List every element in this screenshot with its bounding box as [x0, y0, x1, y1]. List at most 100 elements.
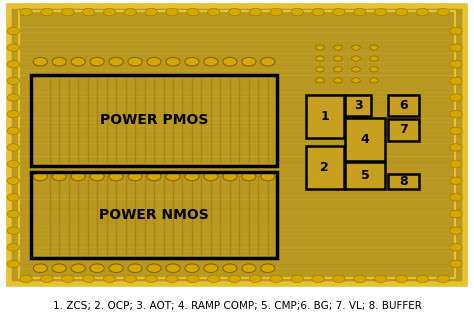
Circle shape	[204, 57, 218, 66]
Circle shape	[374, 275, 387, 283]
Bar	[31, 75, 277, 166]
Circle shape	[312, 8, 324, 16]
Text: 2: 2	[320, 161, 329, 174]
Circle shape	[7, 61, 19, 68]
Circle shape	[316, 45, 324, 50]
Circle shape	[147, 172, 161, 181]
Circle shape	[416, 8, 428, 16]
Circle shape	[166, 264, 180, 273]
Circle shape	[7, 244, 19, 251]
Circle shape	[109, 264, 123, 273]
Circle shape	[352, 78, 360, 83]
Circle shape	[52, 264, 66, 273]
Circle shape	[223, 57, 237, 66]
Circle shape	[316, 78, 324, 83]
Text: 4: 4	[361, 133, 370, 146]
Circle shape	[437, 8, 449, 16]
Circle shape	[333, 8, 345, 16]
Circle shape	[333, 275, 345, 283]
Circle shape	[228, 275, 241, 283]
Circle shape	[33, 172, 47, 181]
Circle shape	[450, 44, 462, 52]
Circle shape	[185, 57, 199, 66]
Bar	[388, 119, 419, 141]
Bar	[306, 146, 344, 189]
Circle shape	[370, 56, 378, 61]
Bar	[388, 173, 419, 189]
Circle shape	[166, 8, 178, 16]
Circle shape	[82, 275, 95, 283]
Circle shape	[334, 78, 342, 83]
Text: 1. ZCS; 2. OCP; 3. AOT; 4. RAMP COMP; 5. CMP;6. BG; 7. VL; 8. BUFFER: 1. ZCS; 2. OCP; 3. AOT; 4. RAMP COMP; 5.…	[53, 302, 421, 311]
Circle shape	[334, 67, 342, 72]
Bar	[345, 95, 371, 116]
Circle shape	[7, 94, 19, 101]
Circle shape	[41, 8, 53, 16]
Circle shape	[291, 8, 303, 16]
Circle shape	[208, 8, 220, 16]
Circle shape	[147, 264, 161, 273]
Circle shape	[33, 57, 47, 66]
Text: 5: 5	[361, 169, 370, 182]
Circle shape	[242, 172, 256, 181]
Circle shape	[124, 8, 137, 16]
Circle shape	[370, 67, 378, 72]
Circle shape	[90, 172, 104, 181]
Circle shape	[450, 227, 462, 234]
Circle shape	[450, 244, 462, 251]
Circle shape	[204, 264, 218, 273]
Circle shape	[450, 77, 462, 85]
Circle shape	[450, 160, 462, 168]
Circle shape	[90, 57, 104, 66]
Circle shape	[7, 77, 19, 85]
Circle shape	[261, 264, 275, 273]
Circle shape	[128, 172, 142, 181]
Circle shape	[291, 275, 303, 283]
Circle shape	[52, 172, 66, 181]
Circle shape	[7, 111, 19, 118]
Circle shape	[450, 260, 462, 268]
Text: 1: 1	[320, 110, 329, 123]
Circle shape	[124, 275, 137, 283]
Circle shape	[354, 8, 366, 16]
Circle shape	[185, 264, 199, 273]
Circle shape	[316, 67, 324, 72]
Bar	[31, 172, 277, 258]
Circle shape	[7, 210, 19, 218]
Circle shape	[103, 8, 116, 16]
Circle shape	[52, 57, 66, 66]
Circle shape	[370, 78, 378, 83]
Circle shape	[223, 264, 237, 273]
Circle shape	[7, 194, 19, 201]
Bar	[388, 95, 419, 116]
Circle shape	[128, 264, 142, 273]
Circle shape	[109, 57, 123, 66]
Circle shape	[166, 172, 180, 181]
Circle shape	[223, 172, 237, 181]
Circle shape	[145, 8, 157, 16]
Circle shape	[312, 275, 324, 283]
Circle shape	[109, 172, 123, 181]
Circle shape	[187, 8, 199, 16]
Circle shape	[204, 172, 218, 181]
Circle shape	[145, 275, 157, 283]
Circle shape	[270, 275, 283, 283]
Circle shape	[374, 8, 387, 16]
Bar	[345, 162, 385, 189]
Circle shape	[352, 56, 360, 61]
Circle shape	[450, 194, 462, 201]
Circle shape	[416, 275, 428, 283]
Circle shape	[103, 275, 116, 283]
Circle shape	[450, 177, 462, 185]
Circle shape	[370, 45, 378, 50]
Circle shape	[450, 210, 462, 218]
Text: 3: 3	[354, 99, 363, 112]
Circle shape	[90, 264, 104, 273]
Circle shape	[450, 61, 462, 68]
Circle shape	[261, 172, 275, 181]
Circle shape	[352, 67, 360, 72]
Circle shape	[316, 56, 324, 61]
Circle shape	[270, 8, 283, 16]
Circle shape	[62, 8, 74, 16]
Circle shape	[450, 94, 462, 101]
